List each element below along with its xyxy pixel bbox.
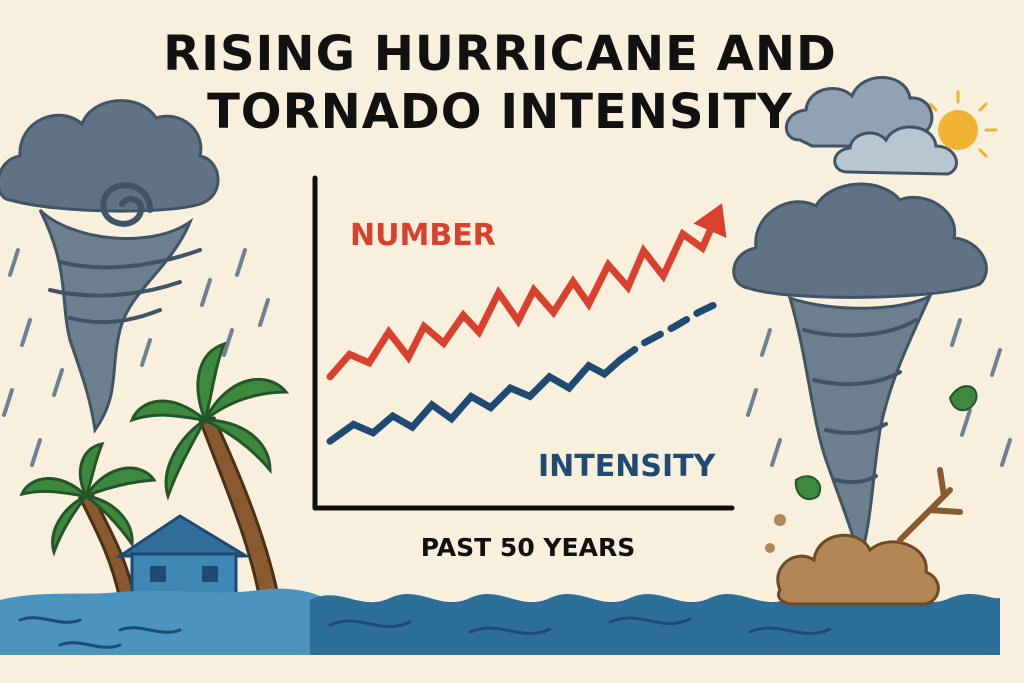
chart-title: RISING HURRICANE AND TORNADO INTENSITY bbox=[163, 26, 837, 140]
tornado-cloud bbox=[732, 182, 988, 299]
tornado-icon bbox=[732, 182, 1012, 606]
wave-crests bbox=[328, 616, 832, 635]
rain-streaks bbox=[2, 248, 270, 467]
line-chart: NUMBER INTENSITY PAST 50 YEARS bbox=[312, 175, 735, 562]
dust-cloud bbox=[776, 533, 940, 606]
cloud-front bbox=[833, 125, 958, 176]
wind-streak bbox=[48, 280, 182, 298]
palm-frond bbox=[204, 418, 272, 475]
palm-frond bbox=[129, 399, 210, 423]
chart-title-line-2: TORNADO INTENSITY bbox=[207, 84, 793, 140]
branch-icon bbox=[897, 467, 963, 543]
palm-frond bbox=[78, 441, 105, 500]
house-icon bbox=[115, 514, 252, 606]
palm-tree-icon bbox=[129, 341, 290, 612]
chart-title-line-1: RISING HURRICANE AND bbox=[163, 26, 837, 82]
palm-frond bbox=[82, 466, 157, 500]
leaf-icon bbox=[948, 385, 978, 412]
ocean-waves bbox=[310, 593, 1000, 655]
hurricane-swirl bbox=[100, 182, 153, 227]
arrowhead bbox=[693, 203, 727, 238]
palm-tree-icon bbox=[19, 441, 157, 602]
palm-frond bbox=[164, 418, 207, 501]
x-axis-label: PAST 50 YEARS bbox=[421, 533, 635, 562]
debris bbox=[774, 514, 786, 526]
sun-icon bbox=[928, 90, 998, 158]
wind-streak bbox=[58, 248, 202, 270]
cloud-sun-icon bbox=[784, 76, 998, 176]
debris bbox=[765, 543, 775, 553]
water-ripples bbox=[18, 616, 182, 649]
palm-frond bbox=[51, 494, 88, 557]
series-label-number: NUMBER bbox=[350, 218, 496, 253]
house-roof bbox=[115, 514, 252, 558]
series-line-intensity bbox=[326, 356, 624, 445]
floodwater bbox=[0, 588, 320, 655]
series-layer bbox=[326, 203, 727, 445]
house-window bbox=[202, 566, 218, 582]
series-line-number bbox=[326, 216, 719, 381]
series-number bbox=[326, 203, 727, 381]
palm-frond bbox=[196, 341, 227, 425]
tornado-funnel bbox=[787, 292, 934, 566]
series-projection-intensity bbox=[616, 297, 726, 364]
series-label-intensity: INTENSITY bbox=[538, 449, 717, 484]
hurricane-icon bbox=[0, 99, 270, 467]
storm-cloud bbox=[0, 99, 220, 213]
tornado-swirls bbox=[802, 318, 918, 485]
house-window bbox=[150, 566, 166, 582]
palm-frond bbox=[19, 477, 91, 498]
palm-frond bbox=[203, 377, 290, 422]
wind-streak bbox=[68, 308, 162, 325]
palm-frond bbox=[85, 494, 134, 549]
rain-streaks bbox=[746, 318, 1012, 467]
series-intensity bbox=[326, 297, 726, 445]
leaf-icon bbox=[794, 475, 821, 501]
